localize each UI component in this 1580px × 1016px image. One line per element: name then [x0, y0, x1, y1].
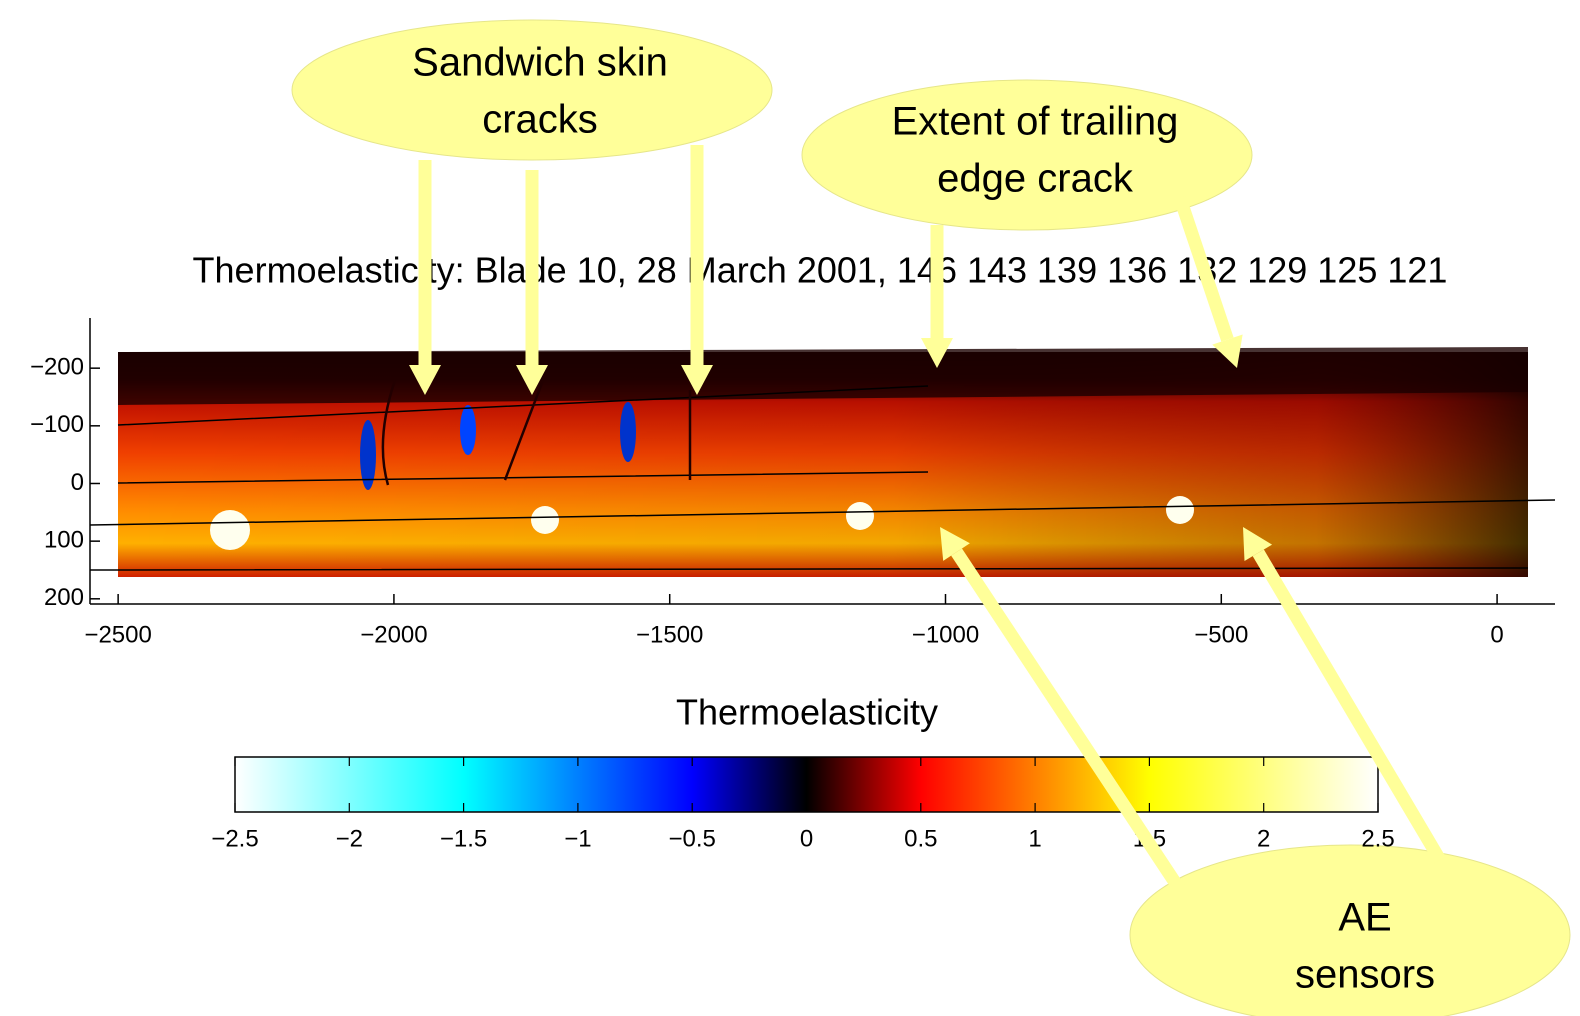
callout-text: sensors [1295, 953, 1435, 997]
x-tick-label: −1000 [912, 621, 979, 648]
chart-title: Thermoelasticity: Blade 10, 28 March 200… [193, 250, 1448, 291]
colorbar-tick-label: −1.5 [440, 825, 487, 852]
x-tick-label: 0 [1490, 621, 1503, 648]
callout-arrowhead [409, 365, 441, 395]
y-tick-label: 100 [44, 526, 84, 553]
colorbar-tick-label: 0 [800, 825, 813, 852]
callout-arrowhead [940, 527, 970, 561]
y-tick-label: 0 [71, 469, 84, 496]
colorbar-tick-label: −2.5 [211, 825, 258, 852]
colorbar-tick-label: −2 [336, 825, 363, 852]
y-tick-label: −100 [30, 411, 84, 438]
x-tick-label: −500 [1194, 621, 1248, 648]
callout-arrowhead [921, 338, 953, 368]
colorbar-tick-label: 2 [1257, 825, 1270, 852]
thermal-image [89, 347, 1556, 577]
callout-arrow [1173, 195, 1234, 342]
colorbar-tick-label: 2.5 [1361, 825, 1394, 852]
colorbar-tick-label: −1 [564, 825, 591, 852]
callout-arrowhead [1212, 334, 1243, 368]
callout-text: AE [1338, 896, 1391, 940]
colorbar-label: Thermoelasticity [676, 692, 938, 733]
callout-text: Sandwich skin [412, 41, 668, 85]
y-tick-label: 200 [44, 584, 84, 611]
callout-text: Extent of trailing [892, 100, 1179, 144]
x-tick-label: −2000 [360, 621, 427, 648]
y-tick-label: −200 [30, 354, 84, 381]
callout-arrowhead [1243, 527, 1273, 561]
callout-arrow [951, 548, 1186, 894]
callout-arrowhead [681, 365, 713, 395]
colorbar-tick-label: −0.5 [669, 825, 716, 852]
x-tick-label: −2500 [84, 621, 151, 648]
callout-arrowhead [516, 365, 548, 395]
colorbar-tick-label: 1 [1028, 825, 1041, 852]
colorbar-tick-label: 0.5 [904, 825, 937, 852]
callouts [291, 19, 1571, 1016]
callout-text: cracks [482, 98, 598, 142]
callout-arrow [1252, 549, 1446, 864]
callout-text: edge crack [937, 157, 1134, 201]
x-tick-label: −1500 [636, 621, 703, 648]
